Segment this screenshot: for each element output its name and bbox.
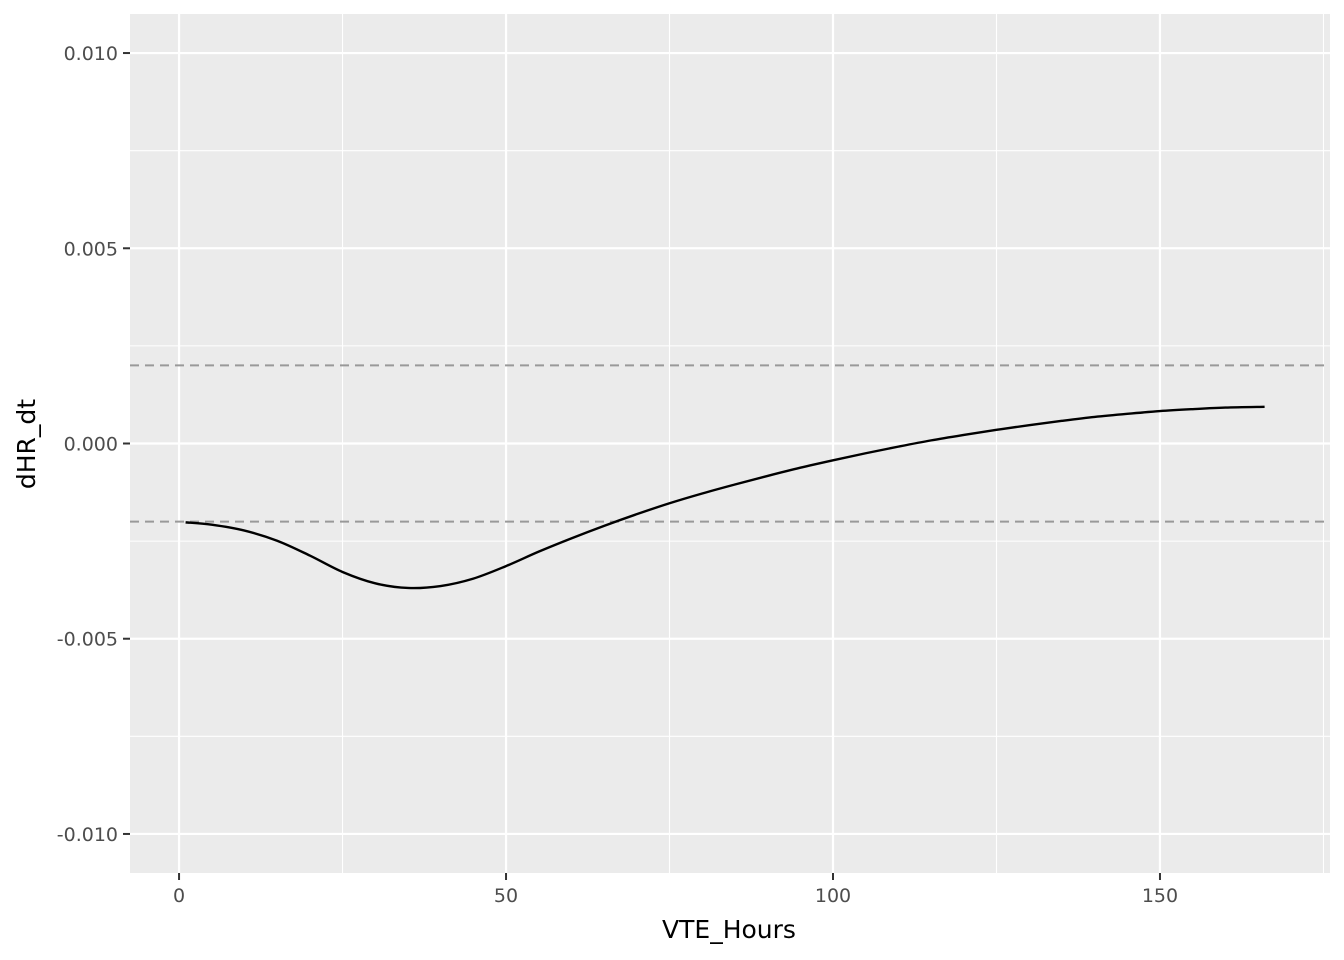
series-group [185, 405, 1265, 590]
y-axis: -0.010 -0.005 0.000 0.005 0.010 [57, 43, 130, 846]
y-tick-label: -0.005 [57, 629, 118, 651]
major-gridlines [130, 14, 1330, 873]
y-axis-title: dHR_dt [12, 399, 41, 489]
x-tick-label: 0 [173, 885, 185, 907]
y-tick-label: 0.010 [64, 43, 118, 65]
x-axis: 0 50 100 150 [173, 873, 1178, 907]
y-tick-label: 0.005 [64, 238, 118, 260]
series-line [185, 405, 1265, 590]
y-tick-label: 0.000 [64, 434, 118, 456]
x-tick-label: 150 [1142, 885, 1178, 907]
x-tick-label: 50 [494, 885, 518, 907]
x-axis-title: VTE_Hours [662, 915, 796, 944]
x-tick-label: 100 [815, 885, 851, 907]
y-tick-label: -0.010 [57, 824, 118, 846]
reference-lines [130, 364, 1330, 523]
